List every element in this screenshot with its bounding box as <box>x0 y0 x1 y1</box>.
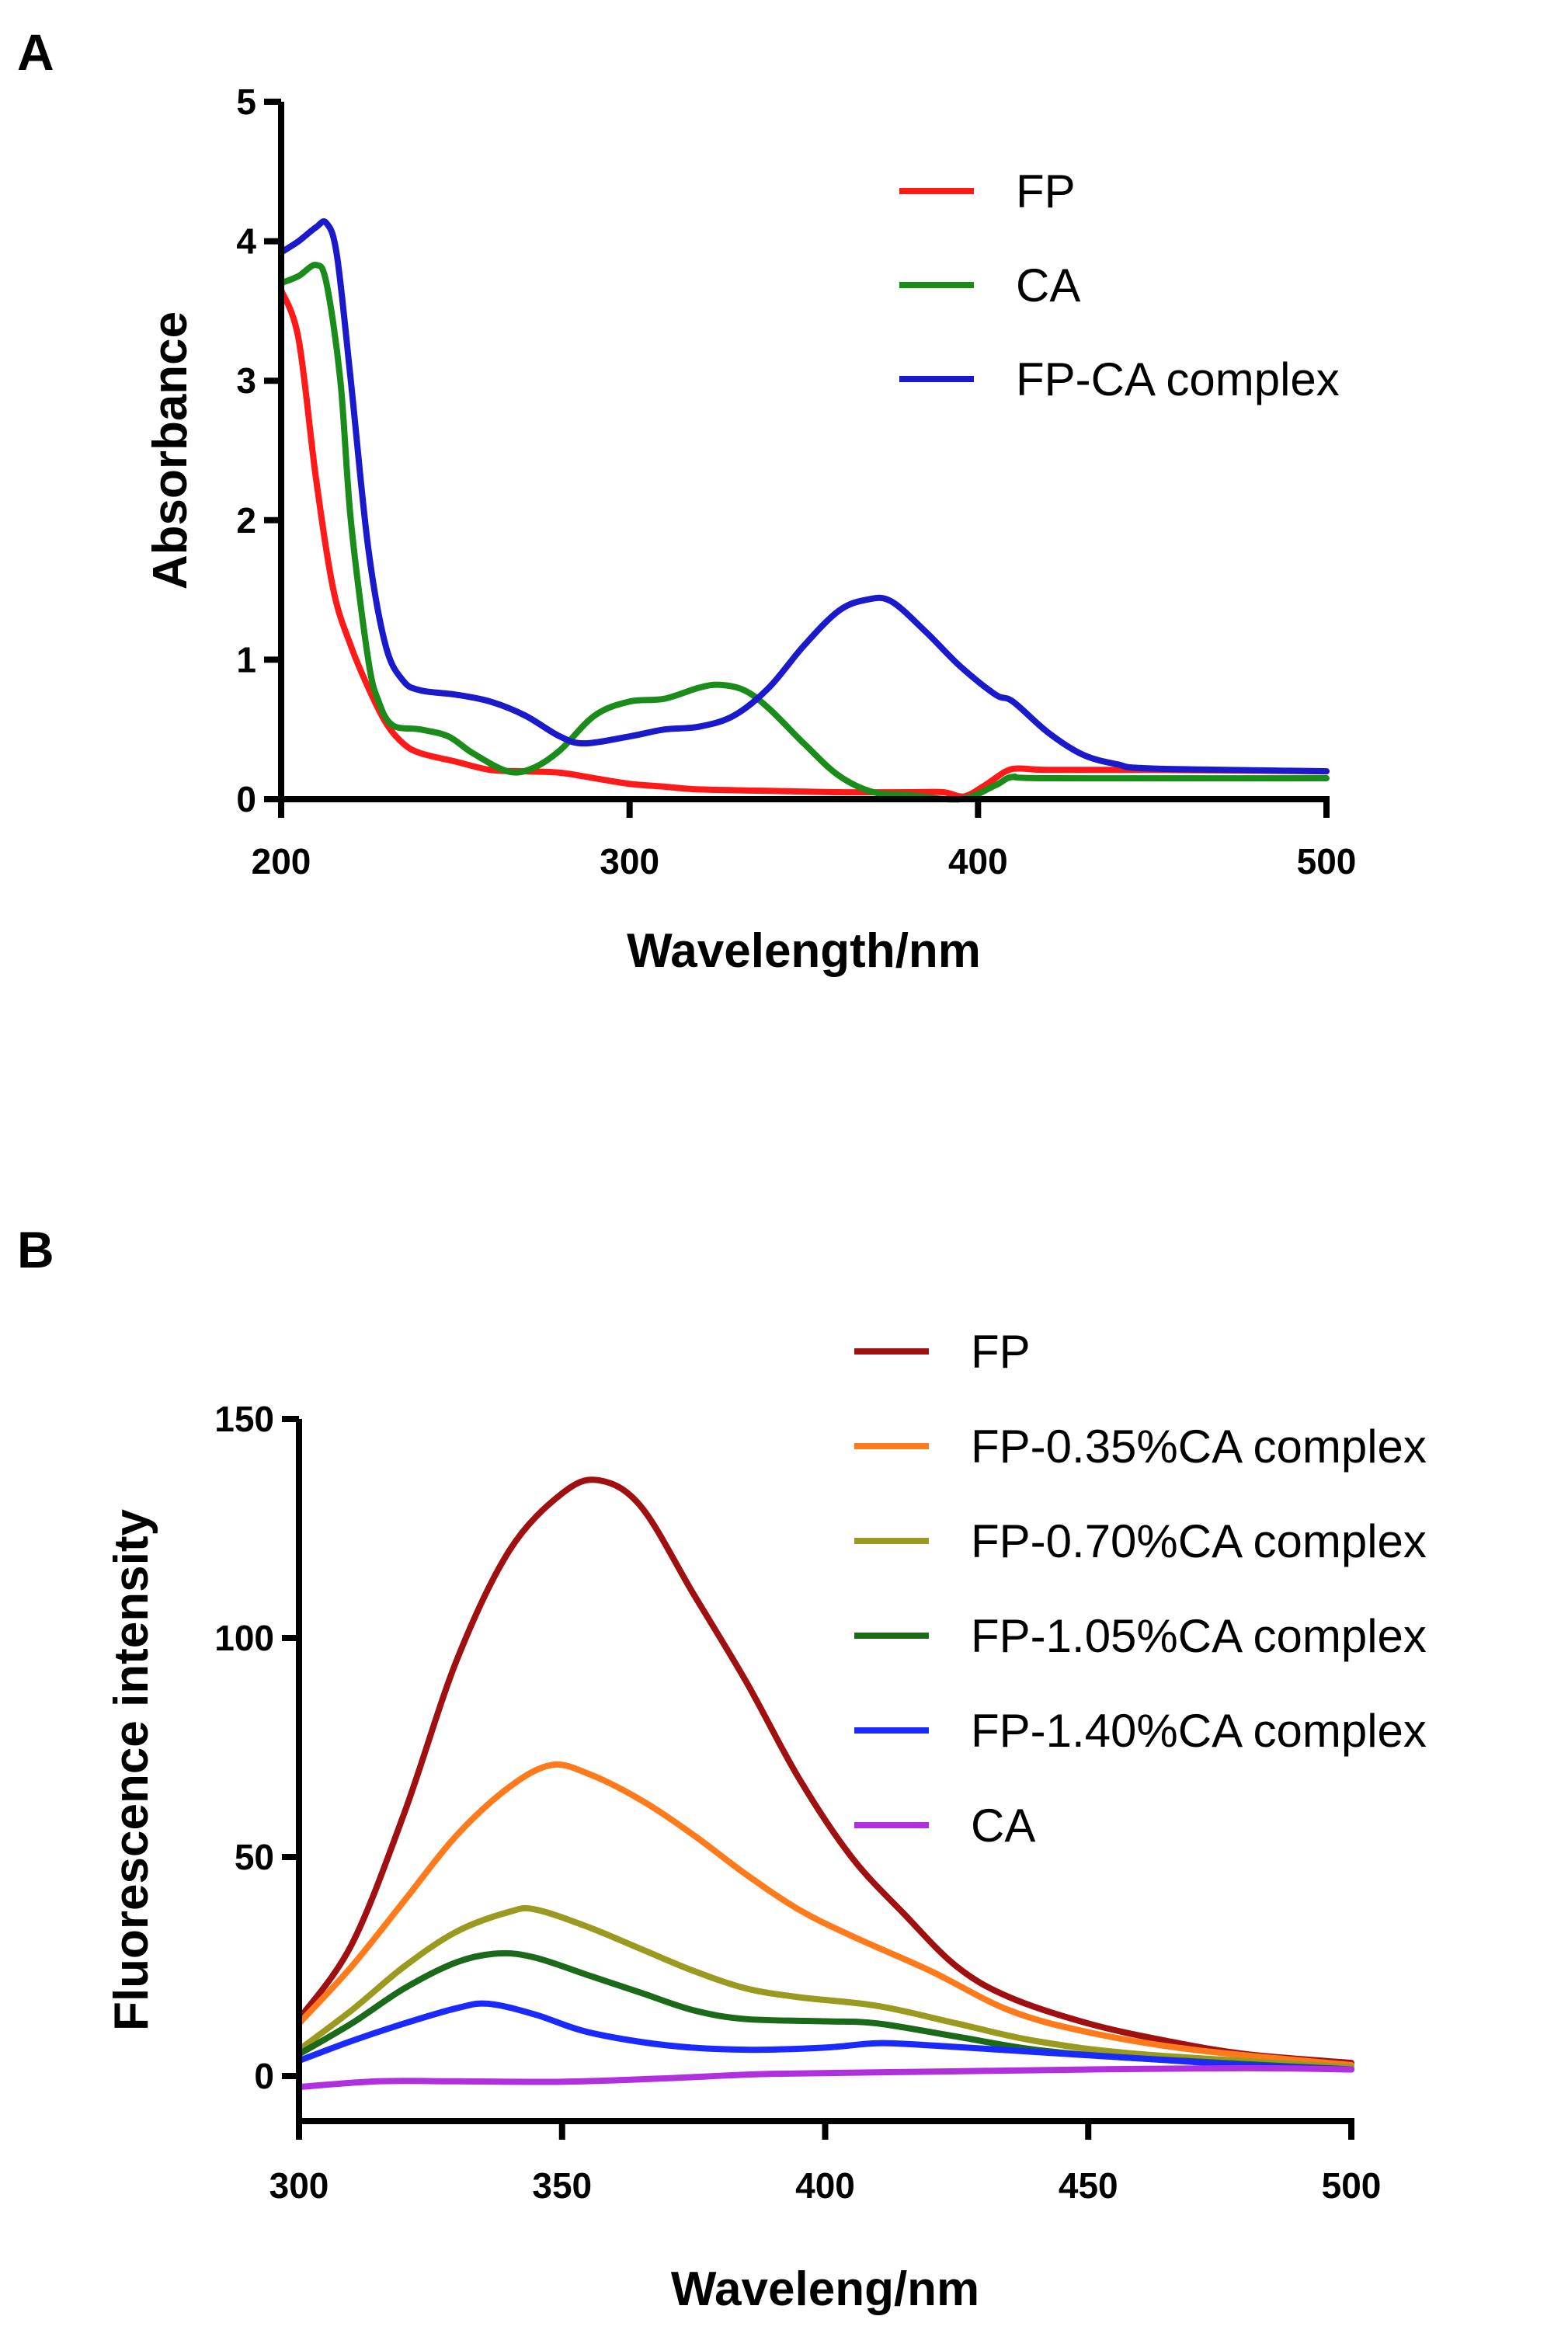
x-tick-label: 400 <box>795 2165 855 2206</box>
y-tick-label: 0 <box>236 779 256 819</box>
y-tick-label: 0 <box>254 2056 274 2096</box>
series-line-2 <box>278 218 1330 775</box>
x-tick-label: 200 <box>252 841 311 882</box>
y-tick-label: 3 <box>236 360 256 401</box>
y-tick-label: 4 <box>236 221 256 262</box>
y-axis-title: Fluorescence intensity <box>105 1509 158 2031</box>
series-line-1 <box>278 262 1330 803</box>
panel-label-a: A <box>17 23 54 81</box>
series-line-4 <box>296 2000 1354 2073</box>
y-axis-title: Absorbance <box>144 311 197 589</box>
absorbance-chart: 0 1 2 3 4 5 200 300 400 500 Wavelength/nm Absorbanc… <box>144 82 1356 978</box>
legend-label: CA <box>971 1800 1035 1852</box>
x-tick-label: 300 <box>600 841 659 882</box>
y-tick-label: 2 <box>236 500 256 541</box>
y-tick-label: 150 <box>214 1399 274 1439</box>
legend-label: FP-1.05%CA complex <box>971 1610 1427 1662</box>
legend-label: FP-0.35%CA complex <box>971 1421 1427 1473</box>
x-tick-label: 500 <box>1297 841 1357 882</box>
fluorescence-chart: 0 50 100 150 300 350 400 450 500 Waveleng/nm Fluor… <box>105 1326 1427 2316</box>
legend-label: FP <box>971 1326 1031 1378</box>
legend-label: FP <box>1016 165 1076 217</box>
series-line-1 <box>296 1761 1354 2068</box>
panel-label-b: B <box>17 1221 54 1278</box>
series-line-0 <box>278 287 1330 800</box>
series-line-0 <box>296 1476 1354 2067</box>
x-tick-label: 300 <box>269 2165 329 2206</box>
y-tick-label: 1 <box>236 639 256 680</box>
x-tick-label: 400 <box>948 841 1008 882</box>
legend-label: FP-0.70%CA complex <box>971 1515 1427 1567</box>
y-tick-label: 5 <box>236 82 256 122</box>
series-line-2 <box>296 1904 1354 2071</box>
x-tick-label: 500 <box>1322 2165 1382 2206</box>
y-tick-label: 50 <box>235 1837 274 1877</box>
x-tick-label: 450 <box>1059 2165 1118 2206</box>
series-line-5 <box>296 2064 1354 2091</box>
x-tick-label: 350 <box>532 2165 592 2206</box>
legend-label: FP-CA complex <box>1016 353 1340 405</box>
legend-label: FP-1.40%CA complex <box>971 1705 1427 1757</box>
x-axis-title: Wavelength/nm <box>627 924 981 978</box>
x-axis-title: Waveleng/nm <box>671 2262 979 2316</box>
legend-label: CA <box>1016 259 1080 311</box>
y-tick-label: 100 <box>214 1618 274 1658</box>
